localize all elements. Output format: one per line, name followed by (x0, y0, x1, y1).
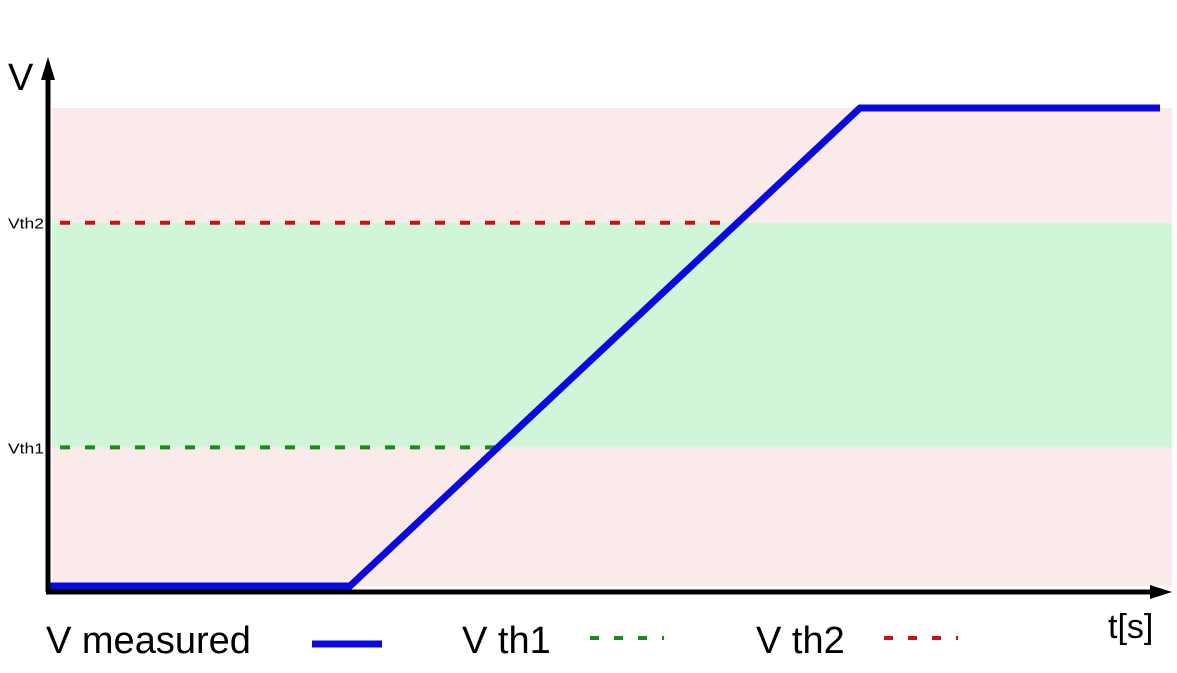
y-tick-label-1: Vth1 (8, 440, 44, 457)
bands-layer (52, 108, 1172, 586)
band-0 (52, 447, 1172, 586)
y-axis-label: V (8, 57, 34, 99)
legend: V measured V th1 V th2 (46, 620, 958, 662)
band-2 (52, 108, 1172, 223)
series-layer (50, 104, 1160, 590)
y-tick-label-2: Vth2 (8, 216, 44, 233)
tick-layer: Vth1 Vth2 (8, 216, 44, 458)
series-line-v-measured (50, 104, 1160, 590)
x-axis-arrow (1150, 585, 1172, 599)
y-axis-arrow (41, 57, 55, 80)
legend-label-v-measured: V measured (46, 620, 251, 662)
axes: V t[s] (8, 57, 1172, 646)
band-1 (52, 222, 1172, 448)
legend-label-v-th2: V th2 (756, 620, 845, 662)
legend-label-v-th1: V th1 (462, 620, 551, 662)
x-axis-label: t[s] (1108, 608, 1153, 646)
